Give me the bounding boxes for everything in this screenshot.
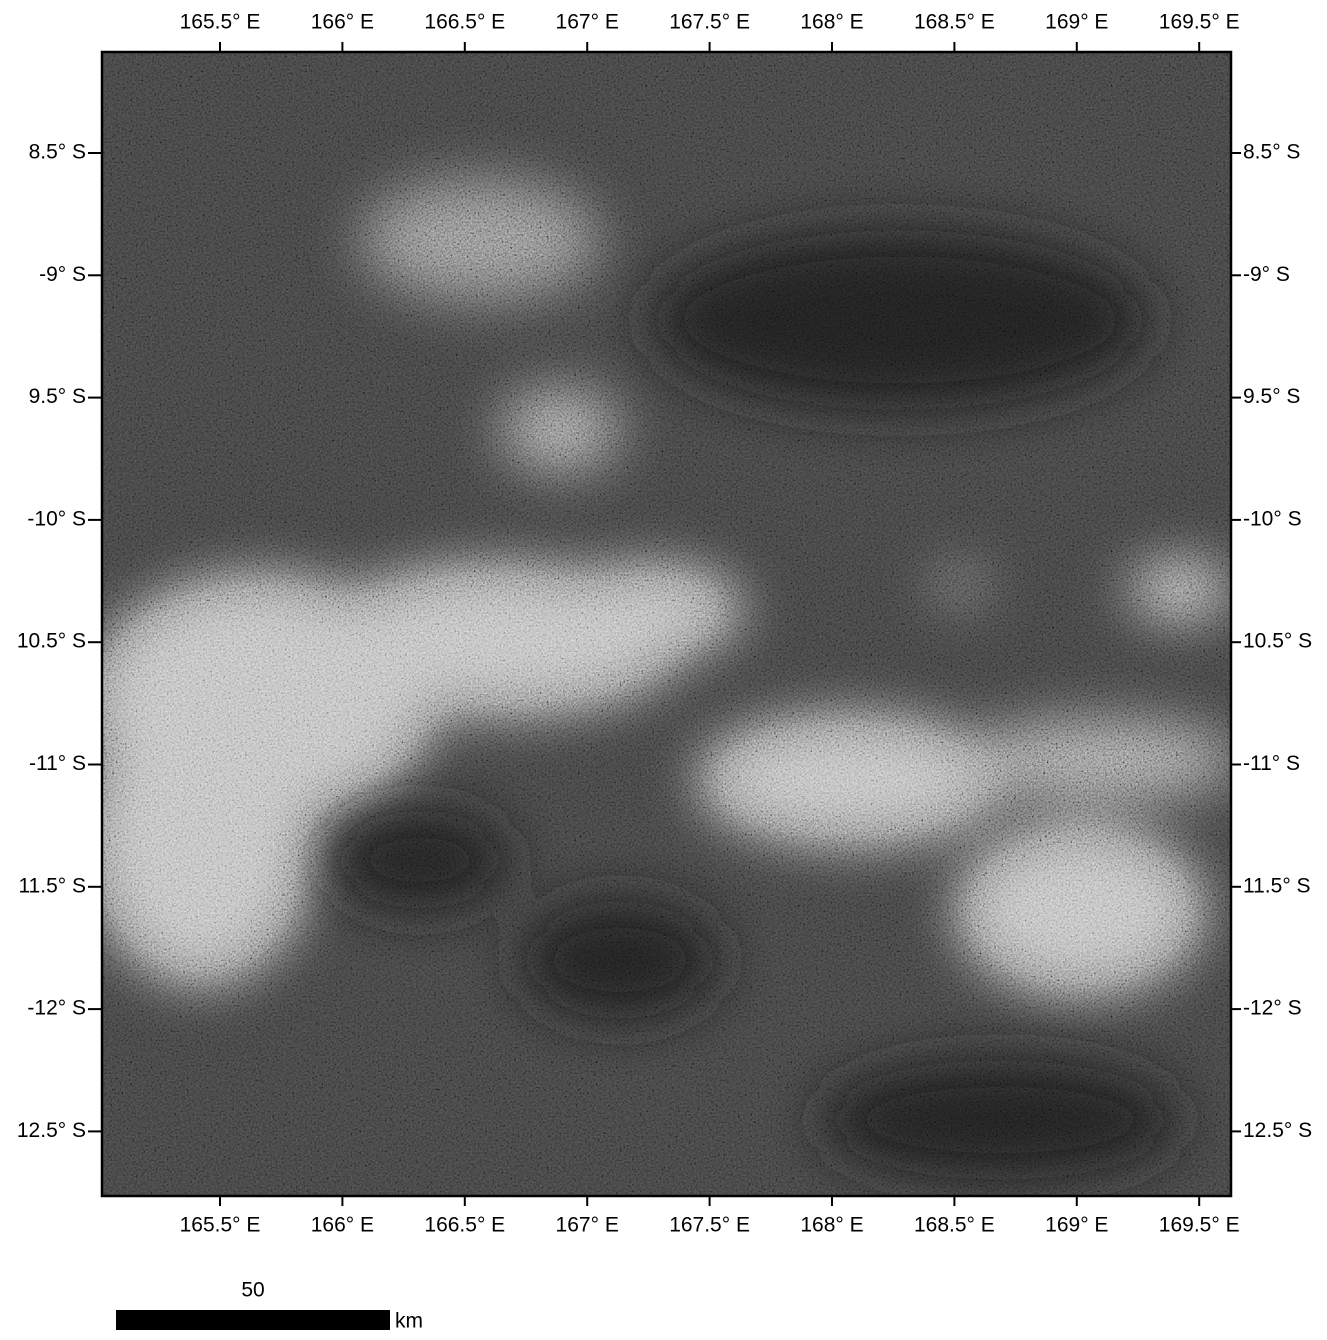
scale-label: 50	[241, 1279, 264, 1302]
scale-unit: km	[395, 1310, 423, 1333]
lon-label: 169.5° E	[1159, 1214, 1240, 1237]
lon-label: 166° E	[311, 1214, 374, 1237]
lat-label: 10.5° S	[17, 630, 86, 653]
lon-label: 167.5° E	[669, 1214, 750, 1237]
lat-label: -9° S	[39, 263, 86, 286]
lat-label: -12° S	[27, 997, 86, 1020]
radar-image	[90, 52, 1240, 1196]
lat-label: 8.5° S	[1243, 141, 1300, 164]
lon-label: 169° E	[1045, 1214, 1108, 1237]
lon-label: 168.5° E	[914, 1214, 995, 1237]
lon-label: 169.5° E	[1159, 11, 1240, 34]
lat-label: -9° S	[1243, 263, 1290, 286]
page: {"map": { "longitude_labels": ["165.5° E…	[0, 0, 1327, 1340]
lon-label: 165.5° E	[180, 1214, 261, 1237]
lon-label: 166° E	[311, 11, 374, 34]
lat-label: 11.5° S	[1243, 874, 1311, 897]
lon-label: 169° E	[1045, 11, 1108, 34]
lon-label: 167° E	[556, 1214, 619, 1237]
lat-label: 11.5° S	[18, 874, 86, 897]
lon-label: 168° E	[800, 1214, 863, 1237]
lat-label: -11° S	[29, 752, 86, 775]
map-figure: 50 km 165.5° E 165.5° E 166° E 166° E 166.5°…	[0, 0, 1327, 1335]
lon-label: 168.5° E	[914, 11, 995, 34]
lon-label: 165.5° E	[180, 11, 261, 34]
lat-label: 12.5° S	[1243, 1119, 1312, 1142]
lon-label: 167.5° E	[669, 11, 750, 34]
lat-label: -12° S	[1243, 997, 1302, 1020]
lat-label: 9.5° S	[1243, 385, 1300, 408]
lat-label: -10° S	[27, 507, 86, 530]
lat-label: 12.5° S	[17, 1119, 86, 1142]
lat-label: 10.5° S	[1243, 630, 1312, 653]
lat-label: 9.5° S	[29, 385, 86, 408]
lat-label: -11° S	[1243, 752, 1300, 775]
lat-label: 8.5° S	[29, 141, 86, 164]
lon-label: 166.5° E	[424, 11, 505, 34]
lon-label: 166.5° E	[424, 1214, 505, 1237]
scale-bar	[116, 1310, 390, 1330]
lon-label: 167° E	[556, 11, 619, 34]
lat-label: -10° S	[1243, 507, 1302, 530]
lon-label: 168° E	[800, 11, 863, 34]
